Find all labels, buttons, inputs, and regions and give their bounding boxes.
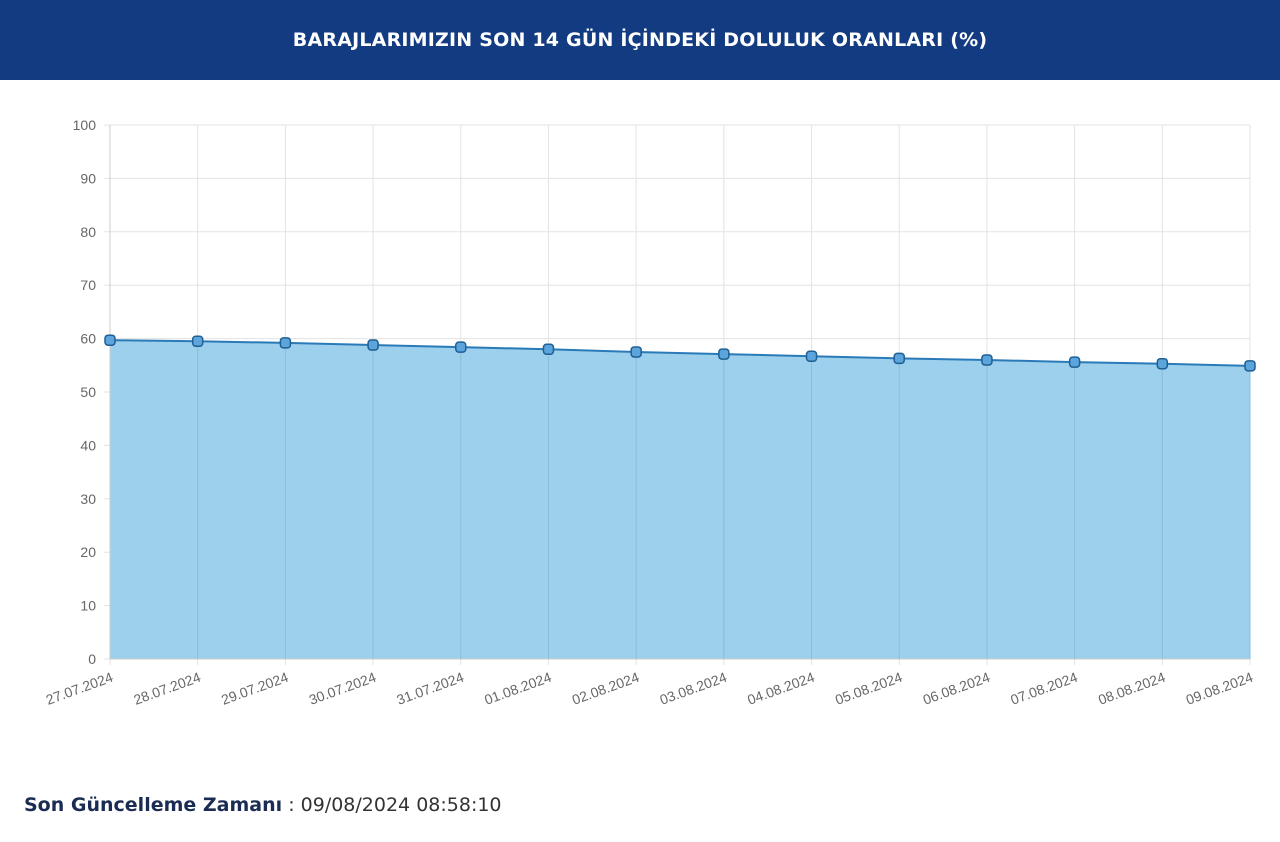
last-update: Son Güncelleme Zamanı : 09/08/2024 08:58… [24,794,502,816]
y-tick-label: 10 [80,598,96,614]
data-point [191,335,204,348]
x-tick-label: 27.07.2024 [44,669,116,708]
data-point [981,354,993,366]
x-tick-label: 07.08.2024 [1008,669,1080,708]
y-tick-label: 30 [80,491,96,507]
chart-title: BARAJLARIMIZIN SON 14 GÜN İÇİNDEKİ DOLUL… [292,29,988,51]
y-tick-label: 0 [88,651,96,667]
y-tick-label: 100 [73,117,97,133]
data-point [805,350,818,362]
doluluk-chart: 0 10 20 30 40 50 60 70 80 90 100 27.07.2024 28.07.20… [44,117,1256,708]
x-tick-label: 03.08.2024 [658,669,730,708]
y-tick-label: 40 [80,437,96,453]
last-update-separator: : [282,794,301,816]
data-point [104,334,116,346]
series-line [109,339,1251,367]
x-tick-label: 28.07.2024 [131,669,203,708]
data-point [893,352,905,365]
y-tick-label: 60 [80,331,96,347]
x-tick-label: 31.07.2024 [394,669,466,708]
x-tick-label: 06.08.2024 [921,669,993,708]
last-update-value: 09/08/2024 08:58:10 [300,794,502,816]
x-tick-label: 02.08.2024 [570,669,642,708]
y-tick-label: 20 [80,544,96,560]
area-fill [110,340,1250,659]
last-update-label: Son Güncelleme Zamanı [24,794,283,816]
data-point [367,339,379,351]
data-point [1244,360,1256,372]
chart-header: BARAJLARIMIZIN SON 14 GÜN İÇİNDEKİ DOLUL… [0,0,1280,80]
x-tick-label: 09.08.2024 [1184,669,1256,708]
data-point [1068,356,1081,368]
y-tick-label: 70 [80,277,96,293]
y-tick-label: 80 [80,224,96,240]
x-tick-label: 30.07.2024 [307,669,379,708]
x-tick-label: 29.07.2024 [219,669,291,708]
data-point [279,337,292,349]
x-tick-label: 04.08.2024 [745,669,817,708]
data-point [1156,357,1169,370]
data-point [455,341,467,353]
x-tick-label: 08.08.2024 [1096,669,1168,708]
x-tick-label: 01.08.2024 [482,669,554,708]
data-point [718,348,730,360]
x-tick-label: 05.08.2024 [833,669,905,708]
y-tick-label: 90 [80,170,96,186]
y-tick-label: 50 [80,384,96,400]
data-point [630,346,642,358]
data-point [542,343,555,356]
